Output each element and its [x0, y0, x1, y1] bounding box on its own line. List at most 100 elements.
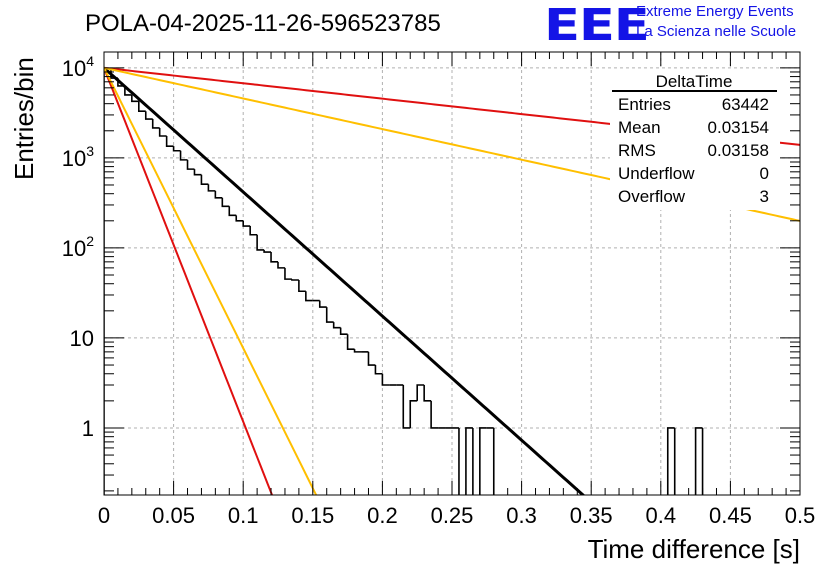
histogram-bin [284, 267, 292, 280]
histogram-bin [458, 427, 460, 495]
histogram-bin [381, 373, 390, 386]
histogram-bin [666, 427, 675, 495]
histogram-bin [472, 427, 474, 495]
histogram-bin [694, 427, 703, 495]
x-tick-label: 0.05 [152, 503, 195, 528]
histogram-bin [479, 427, 487, 495]
y-tick-label-base: 10 [62, 56, 86, 81]
histogram-bin [186, 159, 195, 170]
stats-row-label: Entries [618, 95, 671, 114]
x-tick-label: 0.15 [291, 503, 334, 528]
eee-logo: EEE [544, 0, 650, 51]
y-tick-label-base: 1 [82, 416, 94, 441]
x-tick-labels: 0 0.05 0.1 0.15 0.2 0.25 0.3 0.35 0.4 0.45 0.5 [98, 503, 815, 528]
histogram-bin [131, 94, 139, 103]
histogram-bin [263, 249, 272, 253]
y-tick-label: 10 [70, 326, 94, 351]
histogram-bin [235, 215, 244, 222]
histogram-bin [402, 385, 411, 429]
curve-orange-fast [104, 67, 318, 495]
y-tick-label: 102 [62, 233, 94, 261]
histogram-bin [242, 220, 251, 227]
stats-box-bg [610, 70, 780, 210]
histogram-bin [256, 234, 265, 251]
histogram-bin [701, 427, 704, 495]
histogram-bin [165, 135, 174, 147]
y-tick-label-base: 10 [62, 236, 86, 261]
x-tick-label: 0.35 [570, 503, 613, 528]
histogram-bin [138, 101, 146, 112]
curve-fit [104, 66, 586, 495]
histogram-bin [124, 85, 132, 96]
histogram-bin [200, 174, 209, 186]
x-tick-label: 0.1 [228, 503, 259, 528]
histogram-bin [416, 384, 425, 401]
histogram-bin [325, 307, 334, 323]
histogram-bin [353, 349, 362, 353]
histogram-bin [409, 400, 418, 428]
x-tick-label: 0.5 [785, 503, 816, 528]
stats-row-value: 0.03154 [708, 118, 769, 137]
stats-row-label: Mean [618, 118, 661, 137]
y-axis-label: Entries/bin [9, 57, 39, 180]
histogram-bin [179, 150, 188, 161]
histogram-bin [291, 279, 299, 281]
x-axis-label: Time difference [s] [588, 534, 800, 564]
histogram-bin [367, 351, 376, 366]
stats-row-label: Overflow [618, 187, 686, 206]
histogram-bin [318, 300, 327, 308]
logo-caption-line2: La Scienza nelle Scuole [636, 23, 797, 40]
histogram-bin [492, 427, 495, 495]
curve-red-fast [104, 67, 274, 495]
histogram-bin [430, 400, 439, 429]
y-tick-label-exponent: 4 [86, 53, 94, 69]
histogram-bin [158, 127, 167, 137]
histogram-bin [374, 365, 383, 375]
histogram-bin [277, 261, 285, 269]
y-tick-label: 104 [62, 53, 94, 81]
histogram-bin [172, 146, 181, 152]
histogram-bin [228, 206, 237, 217]
y-tick-label-base: 10 [62, 146, 86, 171]
x-tick-label: 0 [98, 503, 110, 528]
x-tick-label: 0.45 [709, 503, 752, 528]
stats-box-title: DeltaTime [656, 72, 733, 91]
y-tick-label-base: 10 [70, 326, 94, 351]
x-tick-label: 0.2 [367, 503, 398, 528]
histogram-bin [193, 169, 202, 176]
stats-row-value: 0 [760, 164, 769, 183]
histogram-bin [673, 427, 676, 495]
x-tick-label: 0.3 [506, 503, 537, 528]
stats-row-value: 63442 [722, 95, 769, 114]
stats-row-label: RMS [618, 141, 656, 160]
y-tick-label: 103 [62, 143, 94, 171]
histogram-bin [305, 291, 313, 302]
histogram-bin [339, 327, 348, 336]
y-tick-label-exponent: 3 [86, 143, 94, 159]
x-tick-label: 0.4 [646, 503, 677, 528]
stats-box: DeltaTime Entries 63442 Mean 0.03154 RMS 0.03… [610, 70, 780, 210]
histogram-bin [214, 190, 223, 199]
histogram-bin [423, 385, 432, 402]
stats-row-value: 3 [760, 187, 769, 206]
histogram-bin [221, 197, 230, 208]
stats-row-label: Underflow [618, 164, 695, 183]
histogram-bin [144, 111, 153, 120]
histogram-bin [249, 226, 258, 236]
axis-ticks [103, 52, 801, 495]
stats-row-value: 0.03158 [708, 141, 769, 160]
histogram-bin [332, 322, 341, 329]
histogram-bin [298, 280, 306, 293]
histogram-bin [270, 252, 278, 263]
histogram-bin [151, 119, 160, 129]
histogram-bin [346, 334, 355, 350]
histogram-bin [207, 184, 216, 192]
y-tick-label-exponent: 2 [86, 233, 94, 249]
x-tick-label: 0.25 [431, 503, 474, 528]
chart-title: POLA-04-2025-11-26-596523785 [85, 10, 441, 37]
y-tick-label: 1 [82, 416, 94, 441]
logo-caption-line1: Extreme Energy Events [636, 3, 794, 20]
